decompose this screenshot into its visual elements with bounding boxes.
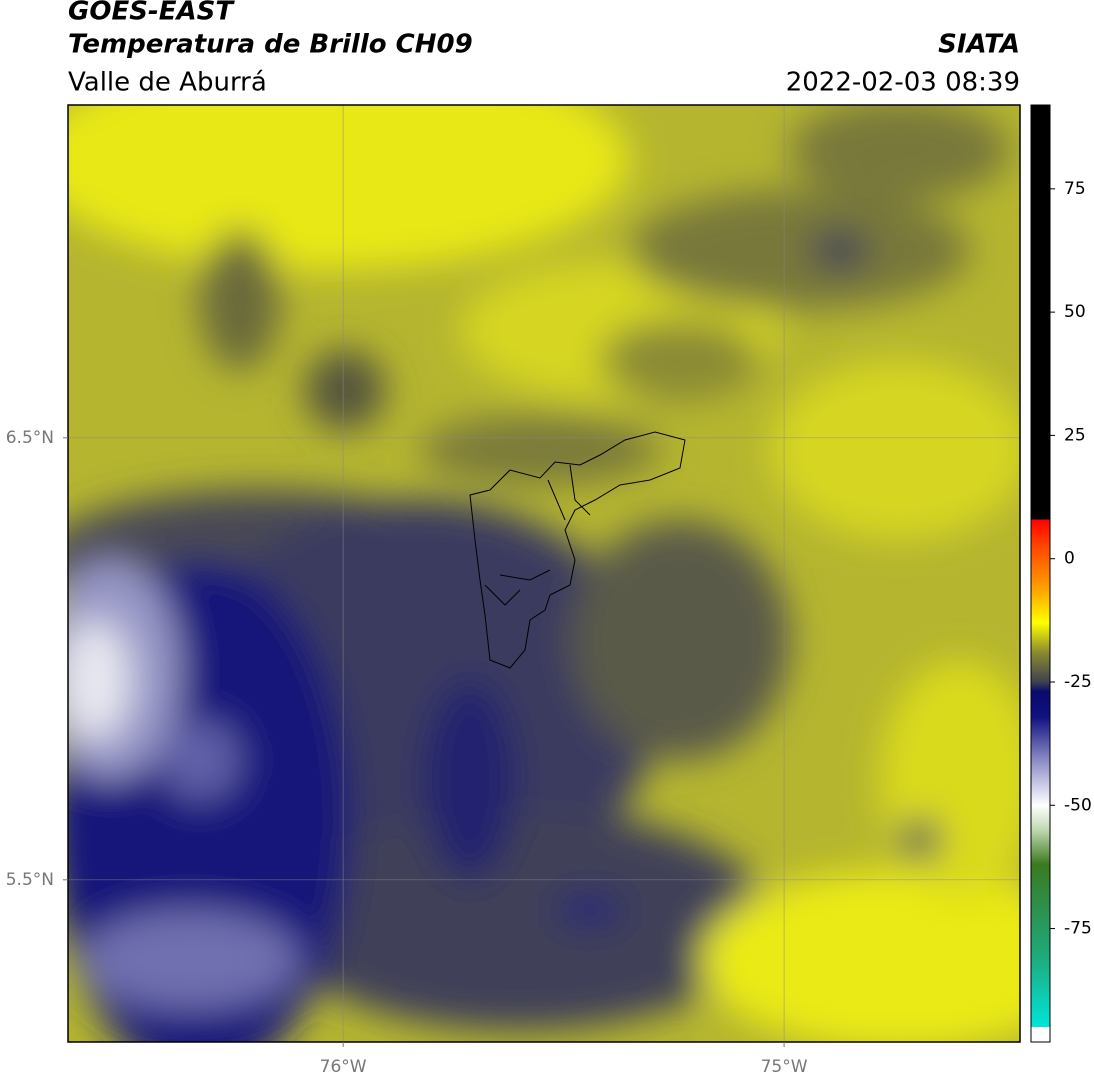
colorbar <box>1030 104 1051 1043</box>
x-tick-label: 75°W <box>761 1057 808 1077</box>
colorbar-tick-label: -50 <box>1064 795 1092 815</box>
timestamp: 2022-02-03 08:39 <box>786 68 1020 98</box>
brightness-field <box>68 105 1020 1042</box>
region: Valle de Aburrá <box>68 68 267 98</box>
colorbar-tick-label: 75 <box>1064 179 1086 199</box>
x-tick-label: 76°W <box>320 1057 367 1077</box>
title: GOES-EAST <box>68 0 235 27</box>
subtitle: Temperatura de Brillo CH09 <box>68 30 473 60</box>
colorbar-tick-label: -75 <box>1064 919 1092 939</box>
map-frame <box>67 104 1021 1043</box>
colorbar-tick-label: 25 <box>1064 425 1086 445</box>
grid <box>68 105 1020 1042</box>
colorbar-tick-label: 50 <box>1064 302 1086 322</box>
agency: SIATA <box>938 30 1020 60</box>
aburra-outline <box>469 431 686 669</box>
y-tick-label: 5.5°N <box>6 870 54 890</box>
colorbar-tick-label: -25 <box>1064 672 1092 692</box>
colorbar-tick-label: 0 <box>1064 549 1075 569</box>
y-tick-label: 6.5°N <box>6 428 54 448</box>
